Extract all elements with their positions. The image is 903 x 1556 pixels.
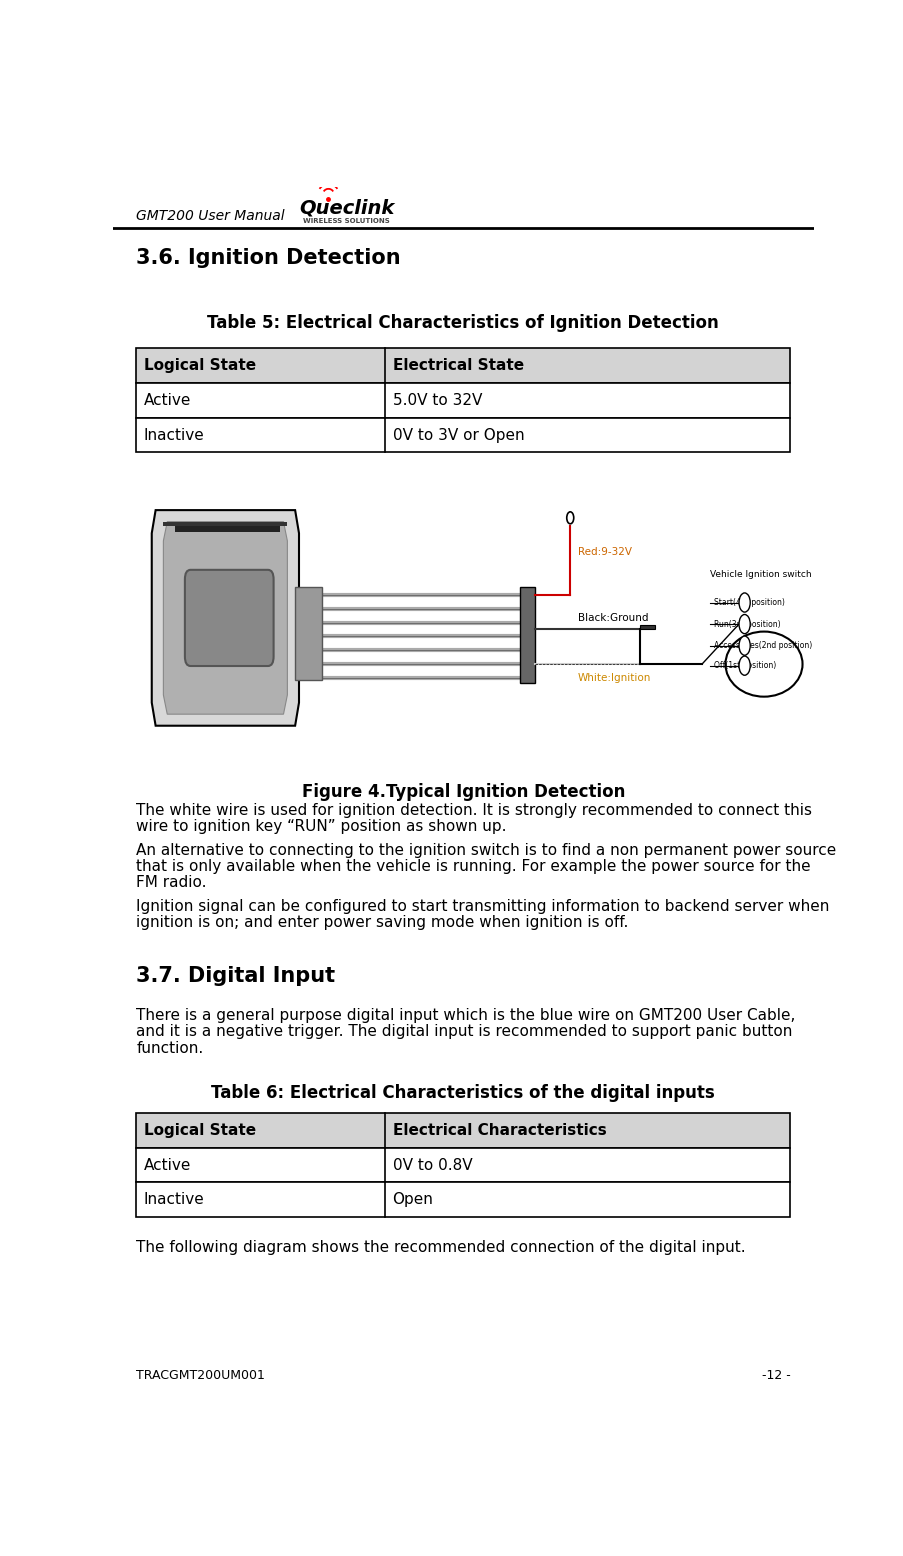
Text: There is a general purpose digital input which is the blue wire on GMT200 User C: There is a general purpose digital input…	[136, 1008, 795, 1024]
Text: Accessories(2nd position): Accessories(2nd position)	[712, 641, 811, 650]
Circle shape	[739, 615, 749, 633]
Text: Off(1st position): Off(1st position)	[712, 661, 775, 671]
Text: Ignition signal can be configured to start transmitting information to backend s: Ignition signal can be configured to sta…	[136, 899, 829, 913]
Text: 3.7. Digital Input: 3.7. Digital Input	[136, 966, 335, 987]
Bar	[136, 349, 789, 383]
Text: Red:9-32V: Red:9-32V	[577, 548, 631, 557]
Bar	[136, 1183, 789, 1217]
Polygon shape	[152, 510, 299, 725]
Text: function.: function.	[136, 1041, 203, 1055]
Circle shape	[739, 657, 749, 675]
Text: An alternative to connecting to the ignition switch is to find a non permanent p: An alternative to connecting to the igni…	[136, 843, 835, 857]
Text: wire to ignition key “RUN” position as shown up.: wire to ignition key “RUN” position as s…	[136, 818, 507, 834]
Polygon shape	[294, 587, 321, 680]
Text: Vehicle Ignition switch: Vehicle Ignition switch	[709, 569, 811, 579]
Text: Logical State: Logical State	[144, 1123, 256, 1137]
Text: ignition is on; and enter power saving mode when ignition is off.: ignition is on; and enter power saving m…	[136, 915, 628, 930]
Bar	[639, 626, 655, 630]
Text: TRACGMT200UM001: TRACGMT200UM001	[136, 1369, 265, 1382]
Text: FM radio.: FM radio.	[136, 874, 207, 890]
Bar	[136, 383, 789, 417]
Text: Figure 4.Typical Ignition Detection: Figure 4.Typical Ignition Detection	[302, 784, 624, 801]
Text: Black:Ground: Black:Ground	[577, 613, 647, 622]
Text: White:Ignition: White:Ignition	[577, 674, 651, 683]
Bar	[136, 417, 789, 453]
Text: Queclink: Queclink	[299, 199, 394, 218]
Text: 0V to 3V or Open: 0V to 3V or Open	[392, 428, 524, 442]
Text: Table 6: Electrical Characteristics of the digital inputs: Table 6: Electrical Characteristics of t…	[211, 1085, 714, 1102]
Ellipse shape	[725, 632, 802, 697]
Text: WIRELESS SOLUTIONS: WIRELESS SOLUTIONS	[303, 218, 389, 224]
Circle shape	[739, 593, 749, 612]
Text: 5.0V to 32V: 5.0V to 32V	[392, 394, 481, 408]
FancyBboxPatch shape	[185, 569, 274, 666]
Text: Active: Active	[144, 1158, 191, 1173]
Text: GMT200 User Manual: GMT200 User Manual	[136, 209, 284, 223]
Polygon shape	[163, 521, 287, 714]
Text: Inactive: Inactive	[144, 428, 204, 442]
Circle shape	[566, 512, 573, 524]
Text: Run(3rd position): Run(3rd position)	[712, 619, 779, 629]
Text: Inactive: Inactive	[144, 1192, 204, 1207]
Bar	[136, 1113, 789, 1148]
Text: Logical State: Logical State	[144, 358, 256, 373]
Text: that is only available when the vehicle is running. For example the power source: that is only available when the vehicle …	[136, 859, 810, 874]
Text: 3.6. Ignition Detection: 3.6. Ignition Detection	[136, 249, 400, 268]
Text: The white wire is used for ignition detection. It is strongly recommended to con: The white wire is used for ignition dete…	[136, 803, 812, 818]
Polygon shape	[175, 526, 279, 532]
Text: Open: Open	[392, 1192, 433, 1207]
Text: Table 5: Electrical Characteristics of Ignition Detection: Table 5: Electrical Characteristics of I…	[207, 314, 719, 331]
Text: The following diagram shows the recommended connection of the digital input.: The following diagram shows the recommen…	[136, 1240, 745, 1256]
Text: Electrical State: Electrical State	[392, 358, 523, 373]
Bar	[136, 1148, 789, 1183]
Text: -12 -: -12 -	[760, 1369, 789, 1382]
Text: Start(4th position): Start(4th position)	[712, 598, 784, 607]
Text: Active: Active	[144, 394, 191, 408]
Circle shape	[739, 636, 749, 655]
Bar	[163, 521, 287, 526]
Text: and it is a negative trigger. The digital input is recommended to support panic : and it is a negative trigger. The digita…	[136, 1024, 792, 1039]
Text: Electrical Characteristics: Electrical Characteristics	[392, 1123, 606, 1137]
Text: 0V to 0.8V: 0V to 0.8V	[392, 1158, 471, 1173]
Bar	[519, 587, 535, 683]
